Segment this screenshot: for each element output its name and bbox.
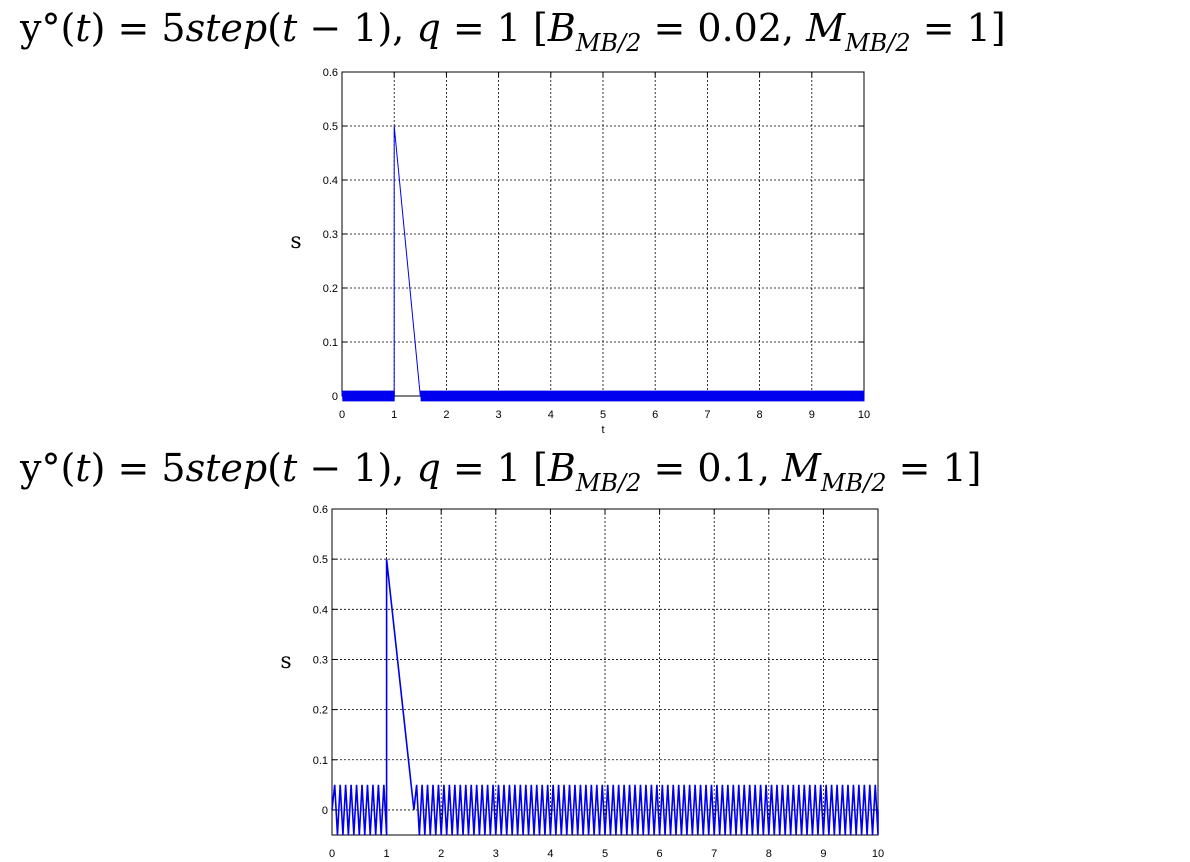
x-tick-label: 7 — [704, 409, 710, 421]
x-tick-label: 2 — [443, 409, 449, 421]
chart-bottom: 0 1 2 3 4 5 6 7 8 9 10 0 0.1 0.2 0.3 0.4 0.5 0.6 s — [280, 504, 884, 860]
x-tick-label: 3 — [493, 848, 499, 860]
title-text: = 0.02, — [641, 6, 807, 50]
title-text: = 0.1, — [641, 446, 782, 490]
y-tick-label: 0.5 — [323, 121, 338, 133]
x-tick-label: 7 — [711, 848, 717, 860]
title-subscript: MB/2 — [845, 29, 911, 57]
y-axis-label: s — [280, 649, 291, 674]
y-axis-label: s — [290, 229, 301, 254]
title-text: step — [185, 446, 268, 490]
title-text: t — [282, 6, 298, 50]
title-text: M — [806, 6, 846, 50]
y-tick-label: 0.3 — [323, 229, 338, 241]
title-text: q — [416, 6, 441, 50]
title-text: = 1] — [910, 6, 1006, 50]
title-text: t — [75, 446, 91, 490]
x-tick-label: 0 — [339, 409, 345, 421]
x-tick-label: 8 — [757, 409, 763, 421]
chart-top: 0 1 2 3 4 5 6 7 8 9 10 0 0.1 0.2 0.3 0.4 0.5 0.6 s t — [290, 67, 870, 436]
y-tick-label: 0.1 — [323, 337, 338, 349]
title-text: y°( — [20, 6, 76, 50]
x-tick-label: 5 — [600, 409, 606, 421]
title-text: B — [547, 446, 576, 490]
title-text: M — [781, 446, 821, 490]
x-tick-label: 6 — [657, 848, 663, 860]
x-tick-label: 0 — [329, 848, 335, 860]
y-tick-label: 0 — [332, 391, 338, 403]
series-line — [331, 559, 879, 836]
x-tick-label: 4 — [547, 848, 553, 860]
series-line — [341, 125, 865, 402]
y-tick-label: 0.1 — [313, 755, 328, 767]
title-subscript: MB/2 — [575, 29, 642, 57]
x-tick-label: 8 — [766, 848, 772, 860]
chart-title-1: y°(t) = 5step(t − 1), q = 1 [BMB/2 = 0.0… — [20, 6, 1006, 65]
title-text: ( — [267, 6, 282, 50]
y-tick-label: 0.3 — [313, 654, 328, 666]
x-tick-label: 5 — [602, 848, 608, 860]
x-tick-label: 1 — [391, 409, 397, 421]
title-text: − 1), — [297, 6, 417, 50]
x-tick-label: 6 — [652, 409, 658, 421]
y-tick-label: 0 — [322, 805, 328, 817]
y-tick-label: 0.4 — [313, 604, 328, 616]
chart-title-2: y°(t) = 5step(t − 1), q = 1 [BMB/2 = 0.1… — [20, 446, 981, 505]
x-tick-label: 9 — [820, 848, 826, 860]
y-tick-label: 0.2 — [313, 705, 328, 717]
x-tick-label: 4 — [548, 409, 554, 421]
x-tick-label: 10 — [872, 848, 884, 860]
x-tick-label: 9 — [809, 409, 815, 421]
title-text: step — [185, 6, 268, 50]
title-subscript: MB/2 — [820, 469, 887, 497]
title-text: ( — [267, 446, 282, 490]
title-text: = 1 [ — [440, 6, 548, 50]
x-tick-label: 1 — [384, 848, 390, 860]
y-tick-label: 0.5 — [313, 554, 328, 566]
title-text: = 1 [ — [440, 446, 548, 490]
title-text: = 1] — [886, 446, 982, 490]
title-subscript: MB/2 — [575, 469, 642, 497]
y-tick-label: 0.2 — [323, 283, 338, 295]
title-text: t — [75, 6, 91, 50]
title-text: ) = 5 — [90, 446, 186, 490]
title-text: y°( — [20, 446, 76, 490]
title-text: B — [547, 6, 576, 50]
title-text: t — [282, 446, 298, 490]
title-text: q — [416, 446, 441, 490]
title-text: ) = 5 — [90, 6, 186, 50]
title-text: − 1), — [297, 446, 417, 490]
x-axis-label: t — [601, 424, 604, 436]
x-tick-label: 10 — [858, 409, 870, 421]
y-tick-label: 0.4 — [323, 175, 338, 187]
x-tick-label: 3 — [496, 409, 502, 421]
y-tick-label: 0.6 — [323, 67, 338, 79]
x-tick-label: 2 — [438, 848, 444, 860]
y-tick-label: 0.6 — [313, 504, 328, 516]
